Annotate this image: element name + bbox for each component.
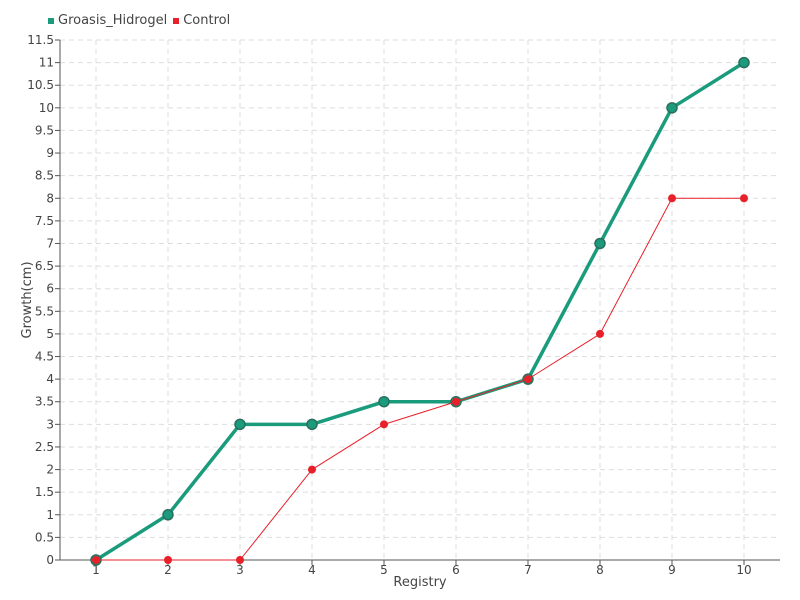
series-line-groasis-hidrogel	[95, 61, 745, 562]
y-tick-label: 1.5	[35, 485, 54, 499]
legend-item-groasis-hidrogel[interactable]: Groasis_Hidrogel	[48, 13, 167, 28]
y-tick-label: 6	[46, 282, 54, 296]
legend: Groasis_Hidrogel Control	[48, 13, 236, 28]
x-tick-label: 1	[92, 563, 100, 577]
x-tick-label: 8	[596, 563, 604, 577]
data-point-control	[524, 375, 532, 384]
y-tick-label: 11	[39, 56, 54, 70]
y-tick-label: 1	[46, 508, 54, 522]
grid	[60, 39, 780, 560]
y-tick-label: 4	[46, 372, 54, 386]
y-axis-ticks: 00.511.522.533.544.555.566.577.588.599.5…	[27, 33, 60, 567]
data-point-control	[668, 194, 676, 203]
data-point-control	[164, 556, 172, 564]
data-point-control	[596, 329, 604, 338]
y-tick-label: 3.5	[35, 395, 54, 409]
legend-item-control[interactable]: Control	[173, 13, 230, 28]
y-tick-label: 4.5	[35, 350, 54, 364]
data-point-control	[236, 556, 244, 564]
legend-swatch-groasis-hidrogel	[48, 17, 54, 24]
data-point-groasis-hidrogel	[378, 395, 390, 408]
x-tick-label: 2	[164, 563, 172, 577]
y-tick-label: 7	[46, 236, 54, 250]
x-axis-ticks: 1 2 3 4 5 6 7 8 9 10	[92, 560, 752, 577]
y-tick-label: 2.5	[35, 440, 54, 454]
y-tick-label: 8	[46, 191, 54, 205]
data-point-control	[380, 420, 388, 429]
data-point-groasis-hidrogel	[162, 509, 174, 521]
y-tick-label: 3	[46, 417, 54, 431]
x-tick-label: 10	[736, 563, 751, 577]
y-tick-label: 9.5	[35, 123, 54, 137]
x-tick-label: 7	[524, 563, 532, 577]
legend-label-groasis-hidrogel: Groasis_Hidrogel	[58, 13, 168, 28]
x-tick-label: 3	[236, 563, 244, 577]
data-point-groasis-hidrogel	[234, 418, 246, 431]
y-tick-label: 6.5	[35, 259, 54, 273]
data-point-control	[452, 397, 460, 406]
data-point-groasis-hidrogel	[594, 237, 606, 250]
x-axis-title: Registry	[393, 575, 447, 590]
data-point-control	[740, 194, 748, 203]
data-point-groasis-hidrogel	[306, 418, 318, 431]
x-tick-label: 9	[668, 563, 676, 577]
y-axis-title: Growth(cm)	[20, 261, 35, 338]
series-line-control	[96, 197, 744, 561]
data-point-control	[308, 465, 316, 474]
x-tick-label: 6	[452, 563, 460, 577]
data-point-control	[92, 556, 100, 564]
y-tick-label: 5	[46, 327, 54, 341]
y-tick-label: 2	[46, 463, 54, 477]
data-point-groasis-hidrogel	[738, 56, 750, 69]
y-tick-label: 11.5	[27, 33, 54, 47]
y-tick-label: 10	[39, 101, 54, 115]
y-tick-label: 8.5	[35, 169, 54, 183]
y-tick-label: 5.5	[35, 304, 54, 318]
legend-swatch-control	[173, 17, 180, 24]
y-tick-label: 10.5	[27, 78, 54, 92]
y-tick-label: 0.5	[35, 530, 54, 544]
y-tick-label: 7.5	[35, 214, 54, 228]
y-tick-label: 9	[46, 146, 54, 160]
data-point-groasis-hidrogel	[666, 102, 678, 114]
x-tick-label: 4	[308, 563, 316, 577]
legend-label-control: Control	[183, 13, 231, 28]
series-group	[90, 56, 750, 566]
y-tick-label: 0	[46, 553, 54, 567]
x-tick-label: 5	[380, 563, 388, 577]
